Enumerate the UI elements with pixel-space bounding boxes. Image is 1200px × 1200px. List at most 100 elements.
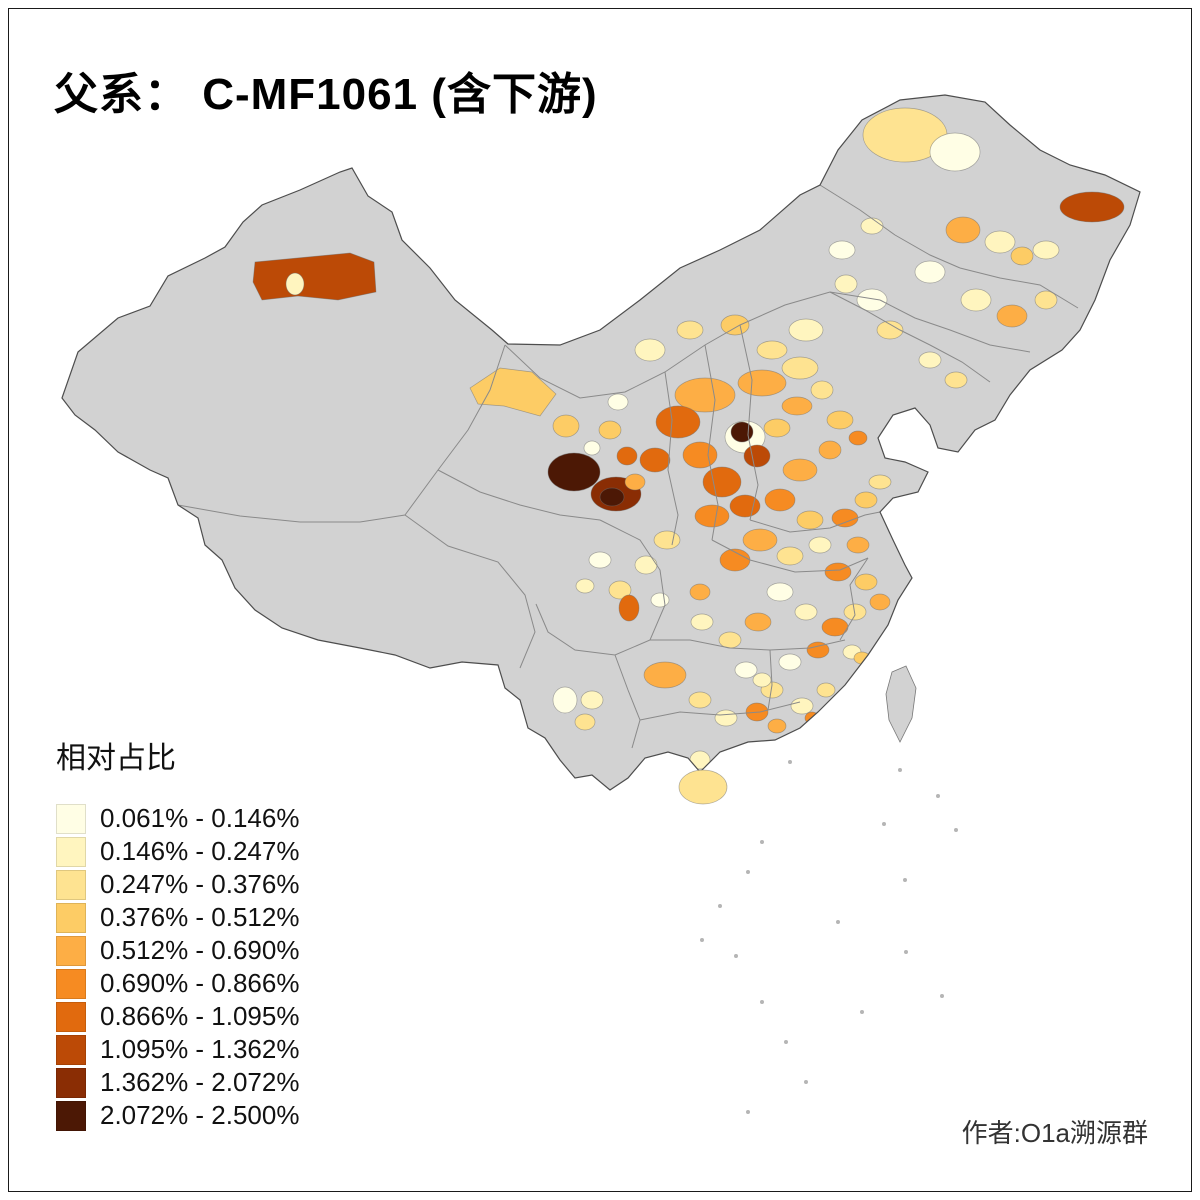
map-region	[720, 314, 750, 336]
legend-item: 0.512% - 0.690%	[56, 934, 299, 967]
legend-swatch	[56, 836, 86, 867]
province-border	[437, 469, 601, 521]
legend-label: 0.376% - 0.512%	[100, 902, 300, 932]
map-region	[816, 682, 836, 698]
legend-item: 0.690% - 0.866%	[56, 967, 299, 1000]
map-region	[616, 446, 638, 466]
map-region	[689, 750, 711, 770]
legend-item: 0.146% - 0.247%	[56, 835, 299, 868]
province-border	[839, 557, 869, 641]
map-region	[752, 672, 772, 688]
province-border	[614, 654, 641, 749]
legend-swatch	[56, 1034, 86, 1065]
islet-mark	[784, 1040, 788, 1044]
map-region	[782, 458, 818, 482]
legend: 相对占比 0.061% - 0.146% 0.146% - 0.247% 0.247…	[56, 742, 299, 1132]
map-region	[868, 474, 892, 490]
legend-item: 2.072% - 2.500%	[56, 1099, 299, 1132]
map-region	[856, 288, 888, 312]
map-region	[767, 718, 787, 734]
map-region	[734, 661, 758, 679]
map-region	[552, 686, 578, 714]
map-region	[714, 709, 738, 727]
province-border	[664, 371, 679, 546]
islet-mark	[836, 920, 840, 924]
legend-item: 1.362% - 2.072%	[56, 1066, 299, 1099]
legend-label: 0.146% - 0.247%	[100, 836, 300, 866]
map-region	[808, 536, 832, 554]
legend-item: 1.095% - 1.362%	[56, 1033, 299, 1066]
map-region	[854, 491, 878, 509]
map-region	[689, 583, 711, 601]
map-region	[674, 377, 736, 413]
map-region	[599, 487, 625, 507]
map-region	[737, 369, 787, 397]
province-border	[879, 299, 1031, 353]
map-region	[743, 444, 771, 468]
map-region	[252, 252, 377, 301]
map-region	[790, 697, 814, 715]
province-border	[711, 539, 869, 573]
map-region	[678, 769, 728, 805]
plot-title: 父系： C-MF1061 (含下游)	[54, 70, 598, 119]
map-region	[914, 260, 946, 284]
map-region	[826, 410, 854, 430]
map-region	[763, 418, 791, 438]
map-region	[1034, 290, 1058, 310]
map-region	[624, 473, 646, 491]
legend-swatch	[56, 1100, 86, 1131]
map-region	[730, 421, 754, 443]
map-region	[702, 466, 742, 498]
map-region	[918, 351, 942, 369]
legend-label: 0.866% - 1.095%	[100, 1001, 300, 1031]
map-region	[639, 447, 671, 473]
legend-label: 1.095% - 1.362%	[100, 1034, 300, 1064]
map-region	[634, 555, 658, 575]
legend-swatch	[56, 902, 86, 933]
legend-item: 0.061% - 0.146%	[56, 802, 299, 835]
islet-mark	[760, 840, 764, 844]
map-region	[876, 320, 904, 340]
map-region	[608, 580, 632, 600]
map-region	[729, 494, 761, 518]
map-region	[945, 216, 981, 244]
islet-mark	[903, 878, 907, 882]
map-region	[607, 393, 629, 411]
map-region	[688, 691, 712, 709]
province-border	[749, 511, 881, 533]
map-region	[1032, 240, 1060, 260]
province-border-layer	[177, 184, 1079, 749]
legend-label: 0.690% - 0.866%	[100, 968, 300, 998]
map-region	[848, 430, 868, 446]
map-region	[1010, 246, 1034, 266]
map-region	[552, 414, 580, 438]
legend-item: 0.866% - 1.095%	[56, 1000, 299, 1033]
map-region	[634, 338, 666, 362]
map-region	[766, 582, 794, 602]
province-border	[767, 649, 773, 711]
author-credit: 作者:O1a溯源群	[961, 1118, 1148, 1148]
map-region	[806, 641, 830, 659]
legend-swatch	[56, 1067, 86, 1098]
islet-mark	[804, 1080, 808, 1084]
map-region	[583, 440, 601, 456]
legend-swatch	[56, 1001, 86, 1032]
province-border	[959, 267, 1079, 309]
map-region	[810, 380, 834, 400]
islet-mark	[954, 828, 958, 832]
map-region	[778, 653, 802, 671]
islet-mark	[898, 768, 902, 772]
islet-mark	[936, 794, 940, 798]
islet-mark	[734, 954, 738, 958]
legend-label: 0.247% - 0.376%	[100, 869, 300, 899]
map-region	[788, 318, 824, 342]
map-region	[690, 613, 714, 631]
map-region	[996, 304, 1028, 328]
map-region	[588, 551, 612, 569]
map-region	[776, 546, 804, 566]
map-region	[574, 713, 596, 731]
province-border	[704, 344, 719, 541]
map-region	[676, 320, 704, 340]
